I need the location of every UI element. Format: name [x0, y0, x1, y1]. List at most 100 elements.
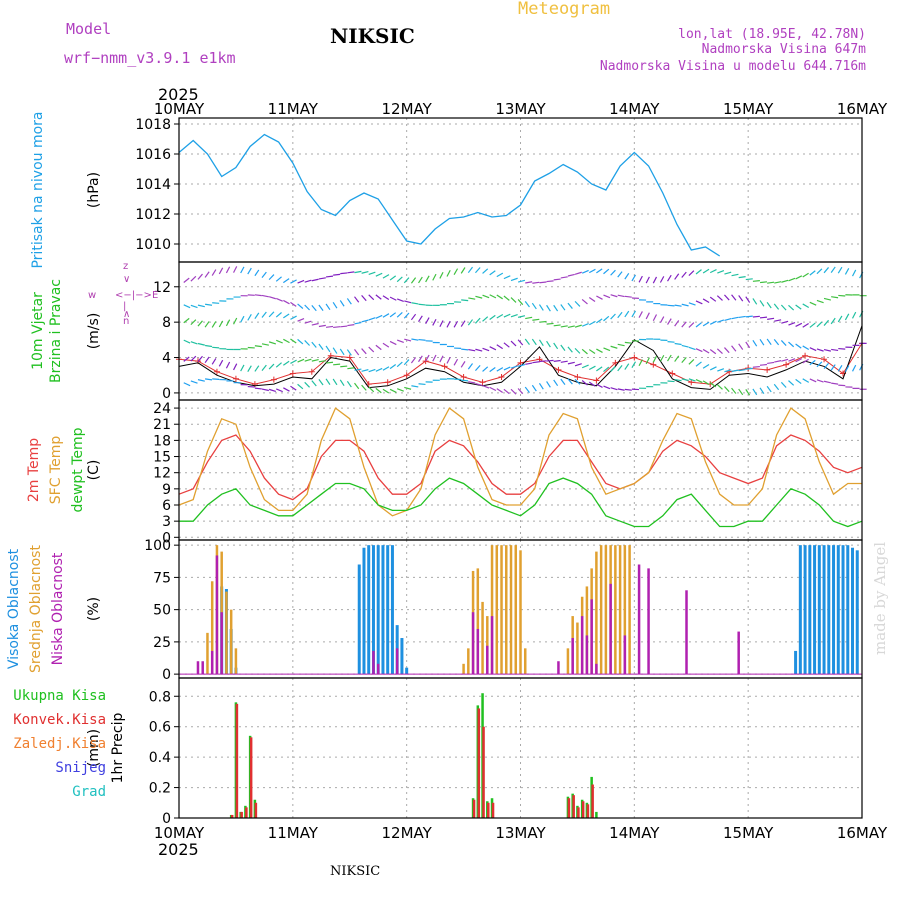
- wind-arrow: [225, 266, 231, 274]
- wind-arrow: [311, 278, 319, 282]
- wind-arrow: [190, 341, 198, 345]
- wind-arrow: [240, 315, 245, 323]
- wind-arrow: [354, 321, 362, 325]
- wind-arrow: [276, 297, 283, 302]
- wind-arrow: [261, 271, 267, 279]
- wind-arrow: [346, 298, 352, 305]
- wind-arrow: [560, 378, 566, 385]
- y-tick-label: 0.6: [149, 720, 171, 736]
- wind-arrow: [546, 381, 551, 388]
- wind-arrow: [546, 304, 551, 312]
- wind-arrow: [225, 361, 231, 369]
- precip-legend-item: Ukupna Kisa: [13, 688, 106, 704]
- y-tick-label: 18: [153, 433, 171, 449]
- wind-arrow: [290, 385, 297, 391]
- wind-arrow: [724, 347, 730, 354]
- bar: [390, 545, 394, 675]
- bar: [798, 545, 802, 675]
- wind-arrow: [510, 365, 518, 369]
- wind-arrow: [496, 367, 504, 372]
- wind-arrow: [261, 311, 267, 318]
- wind-arrow: [844, 313, 850, 321]
- wind-arrow: [596, 268, 603, 274]
- wind-arrow: [788, 341, 795, 348]
- wind-arrow: [752, 365, 760, 368]
- bar: [685, 590, 688, 675]
- wind-arrow: [781, 279, 789, 283]
- wind-arrow: [211, 321, 217, 328]
- y-tick-label: 24: [153, 401, 171, 417]
- wind-arrow: [738, 315, 746, 319]
- wind-arrow: [382, 342, 390, 348]
- wind-arrow: [780, 340, 787, 346]
- wind-arrow: [190, 304, 198, 309]
- bar: [836, 545, 840, 675]
- wind-arrow: [496, 388, 503, 393]
- x-tick-label-bottom: 13MAY: [495, 824, 546, 842]
- wind-arrow: [681, 271, 687, 278]
- wind-arrow: [290, 315, 297, 320]
- wind-arrow: [560, 360, 568, 363]
- bar: [234, 648, 238, 675]
- bar: [206, 632, 209, 675]
- footer-station: NIKSIC: [330, 864, 380, 879]
- gust-marker: [346, 354, 353, 361]
- credit-text: made by Angel: [871, 542, 889, 655]
- bar: [481, 601, 484, 675]
- wind-arrow: [461, 348, 469, 351]
- wind-arrow: [297, 303, 304, 309]
- wind-arrow: [396, 339, 404, 344]
- model-elevation-text: Nadmorska Visina u modelu 644.716m: [600, 59, 866, 74]
- wind-arrow: [411, 338, 419, 341]
- gust-marker: [441, 363, 448, 370]
- wind-arrow: [339, 379, 345, 387]
- bar: [595, 811, 598, 818]
- wind-arrow: [276, 388, 283, 393]
- bar: [486, 645, 489, 675]
- compass-label: ∨: [123, 274, 130, 285]
- bar: [476, 628, 480, 675]
- wind-arrow: [411, 302, 419, 305]
- wind-arrow: [354, 270, 362, 274]
- wind-arrow: [489, 386, 497, 392]
- precip-legend-item: Zaledj.Kisa: [13, 736, 106, 752]
- wind-arrow: [759, 300, 765, 307]
- wind-arrow: [681, 321, 687, 328]
- wind-arrow: [247, 365, 252, 372]
- y-tick-label: 12: [153, 280, 171, 296]
- wind-arrow: [717, 368, 725, 372]
- wind-arrow: [581, 380, 588, 386]
- wind-arrow: [432, 318, 437, 326]
- wind-arrow: [503, 342, 510, 348]
- wind-arrow: [752, 388, 758, 396]
- bar: [827, 545, 831, 675]
- wind-arrow: [838, 384, 846, 387]
- bar: [523, 648, 527, 675]
- wind-arrow: [474, 317, 481, 324]
- wind-arrow: [780, 381, 787, 388]
- wind-arrow: [183, 304, 191, 309]
- x-tick-label-bottom: 15MAY: [723, 824, 774, 842]
- wind-arrow: [766, 385, 772, 393]
- pressure-panel: [178, 133, 721, 257]
- wind-arrow: [489, 367, 496, 373]
- wind-arrow: [347, 324, 355, 327]
- x-tick-label-top: 11MAY: [268, 100, 319, 118]
- wind-arrow: [659, 354, 665, 362]
- wind-arrow: [610, 313, 616, 320]
- wind-arrow: [197, 304, 205, 308]
- wind-arrow: [325, 345, 331, 353]
- gust-marker: [270, 376, 277, 383]
- wind-arrow: [638, 275, 643, 283]
- wind-arrow: [752, 340, 758, 347]
- wind-arrow: [830, 266, 836, 273]
- wind-arrow: [724, 369, 732, 373]
- wind-arrow: [268, 341, 276, 345]
- x-tick-label-top: 15MAY: [723, 100, 774, 118]
- wind-arrow: [610, 366, 616, 373]
- wind-arrow: [439, 320, 444, 328]
- wind-arrow: [531, 338, 537, 346]
- y-tick-label: 21: [153, 417, 171, 433]
- wind-arrow: [667, 341, 675, 343]
- wind-arrow: [368, 346, 375, 353]
